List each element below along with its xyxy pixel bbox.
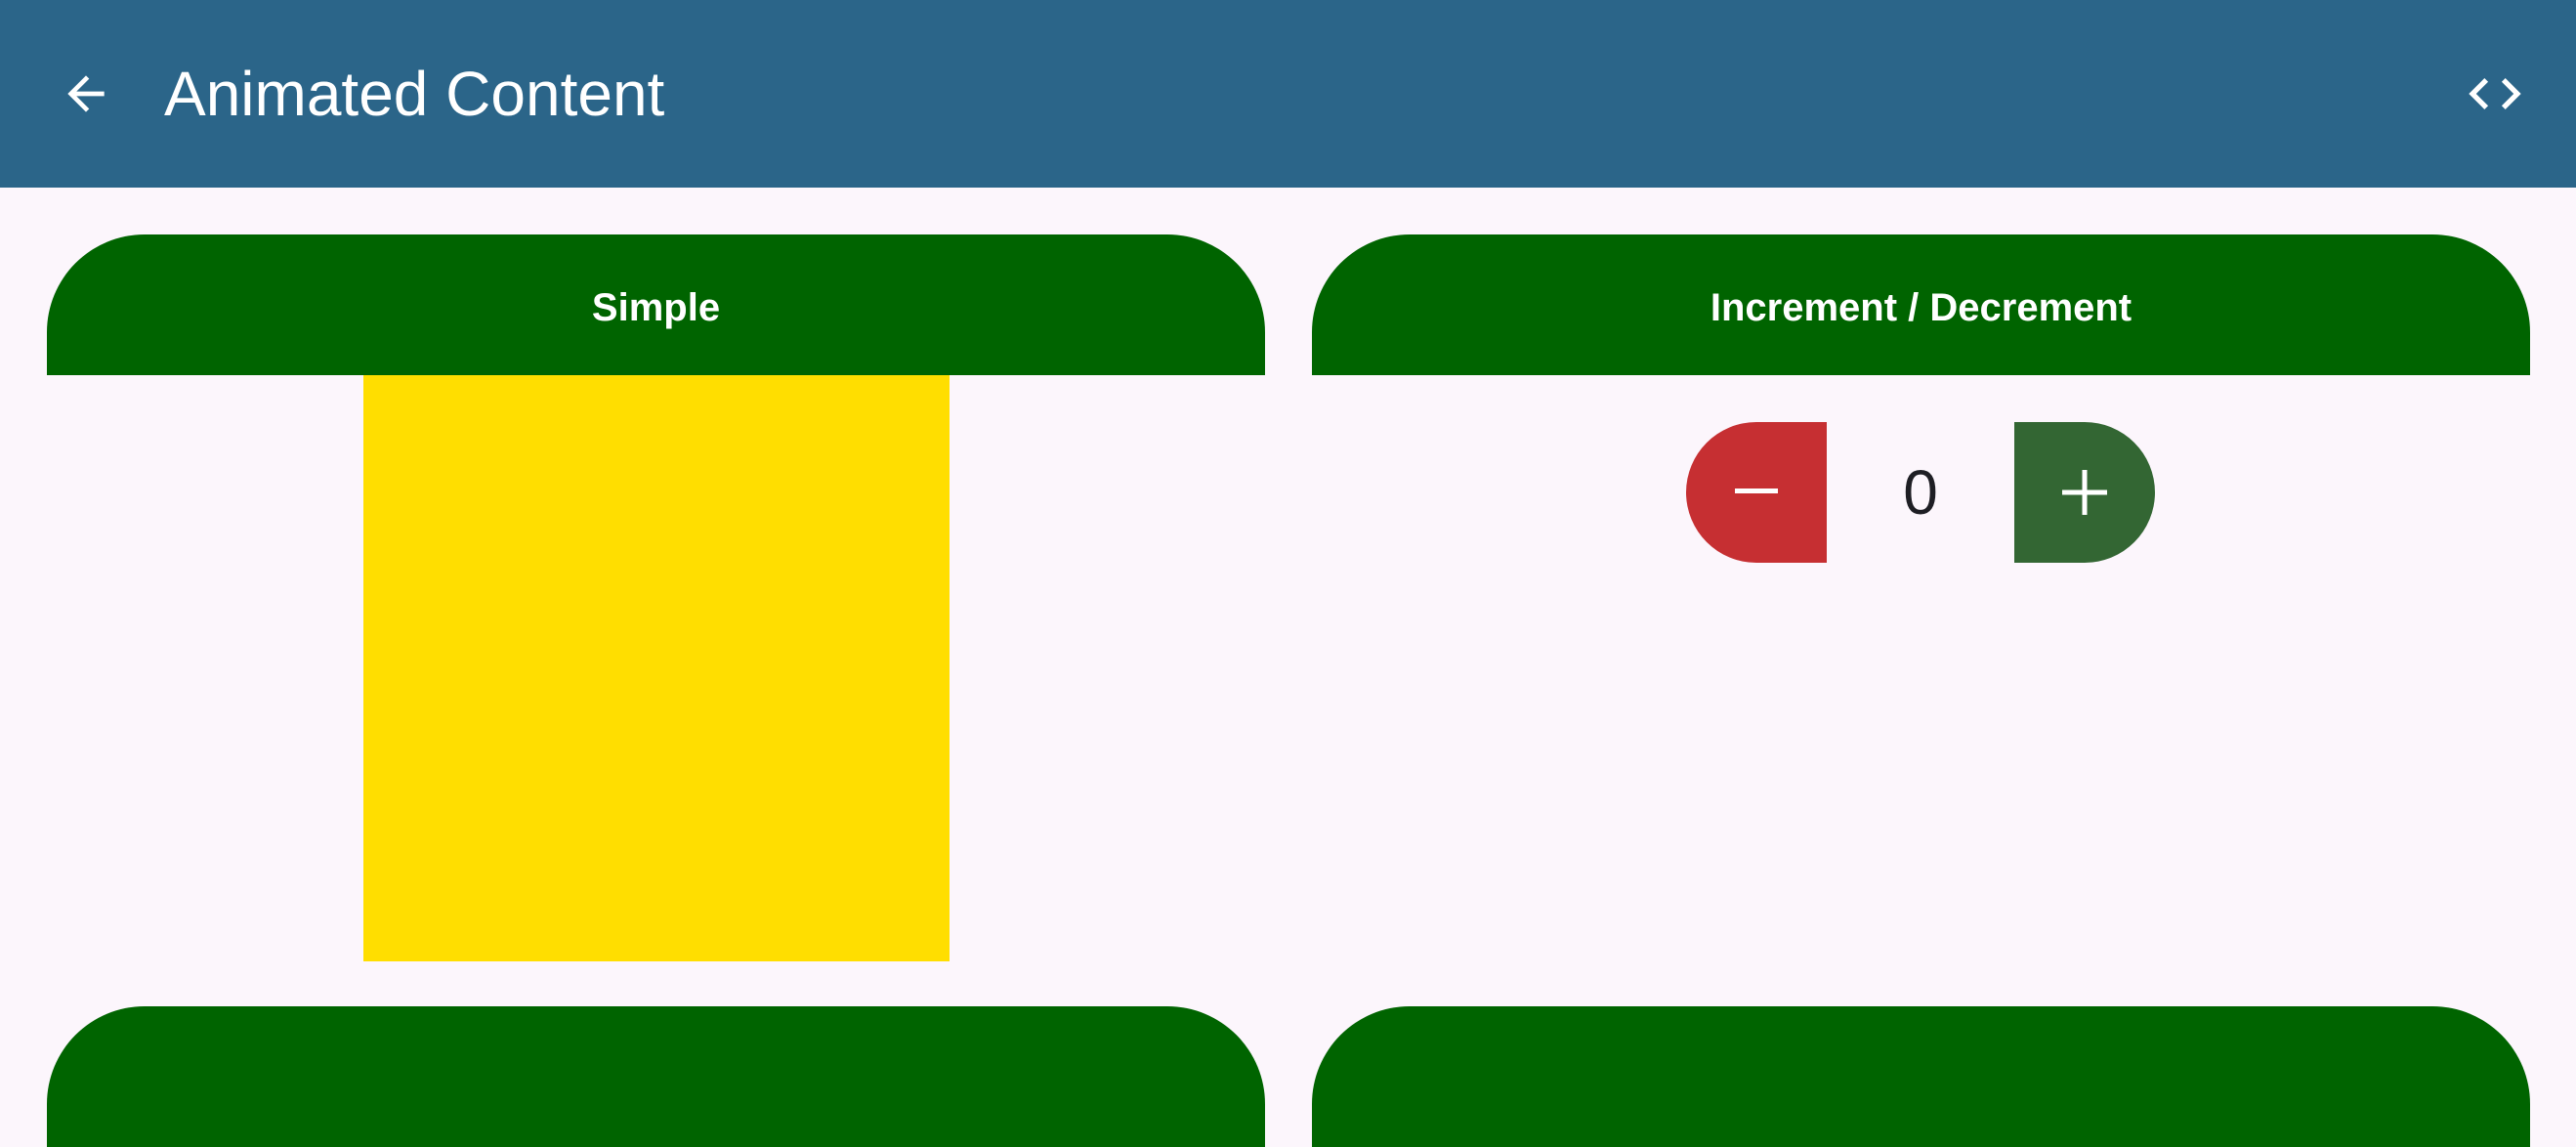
animated-box[interactable] — [363, 375, 950, 961]
top-app-bar: Animated Content — [0, 0, 2576, 188]
card-title-simple: Simple — [591, 285, 721, 329]
card-header-simple: Simple — [47, 234, 1265, 375]
view-source-button[interactable] — [2456, 55, 2534, 133]
card-title-increment-decrement: Increment / Decrement — [1710, 285, 2133, 329]
minus-icon — [1735, 489, 1778, 493]
decrement-button[interactable] — [1686, 422, 1827, 563]
arrow-back-icon — [67, 75, 105, 112]
code-icon — [2469, 78, 2521, 109]
increment-button[interactable] — [2014, 422, 2155, 563]
page-title: Animated Content — [164, 59, 665, 129]
back-button[interactable] — [47, 55, 125, 133]
plus-icon — [2062, 470, 2107, 515]
card-header-fourth — [1312, 1006, 2530, 1147]
card-header-increment-decrement: Increment / Decrement — [1312, 234, 2530, 375]
counter-value: 0 — [1903, 457, 1938, 528]
card-header-third — [47, 1006, 1265, 1147]
